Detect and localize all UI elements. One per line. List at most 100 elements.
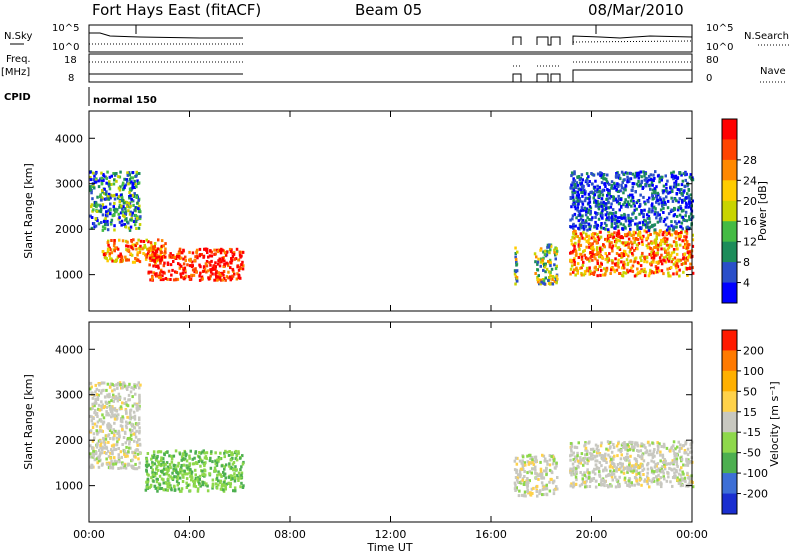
power-cell-0-277 bbox=[121, 181, 125, 185]
velocity-cell-3-355 bbox=[675, 463, 679, 467]
power-cell-6-401 bbox=[624, 184, 628, 188]
x-tick-label-5: 20:00 bbox=[576, 528, 608, 541]
velocity-cell-3-124 bbox=[598, 452, 602, 455]
power-cell-5-251 bbox=[593, 270, 596, 274]
velocity-cell-2-179 bbox=[526, 483, 529, 487]
velocity-cell-0-241 bbox=[98, 452, 102, 456]
velocity-cell-3-230 bbox=[595, 459, 599, 463]
velocity-cell-3-547 bbox=[631, 444, 634, 448]
power-cell-6-585 bbox=[604, 213, 608, 217]
velocity-cell-2-78 bbox=[539, 460, 542, 464]
power-cell-5-216 bbox=[578, 237, 581, 240]
power-cell-6-486 bbox=[652, 173, 655, 177]
power-cell-6-188 bbox=[684, 205, 688, 209]
velocity-cell-3-568 bbox=[588, 456, 591, 460]
power-cell-6-538 bbox=[665, 195, 668, 199]
velocity-cell-3-214 bbox=[678, 468, 682, 472]
velocity-cell-2-118 bbox=[538, 472, 542, 476]
power-cell-2-94 bbox=[149, 259, 152, 262]
velocity-cell-3-614 bbox=[599, 444, 603, 448]
velocity-cell-3-603 bbox=[571, 453, 574, 457]
power-cell-2-186 bbox=[205, 260, 209, 263]
velocity-cell-0-310 bbox=[107, 461, 111, 465]
velocity-cell-0-188 bbox=[132, 466, 135, 470]
velocity-cell-0-372 bbox=[99, 443, 102, 447]
power-cell-2-46 bbox=[209, 268, 212, 272]
velocity-cell-2-93 bbox=[514, 456, 518, 460]
power-cell-2-269 bbox=[226, 250, 229, 254]
velocity-cell-2-141 bbox=[543, 459, 546, 463]
power-cell-0-68 bbox=[118, 188, 122, 192]
power-cell-6-433 bbox=[658, 180, 661, 184]
power-cell-6-17 bbox=[651, 206, 654, 210]
velocity-cell-2-64 bbox=[526, 485, 529, 489]
velocity-cell-3-397 bbox=[676, 445, 679, 449]
velocity-cell-0-318 bbox=[125, 386, 128, 390]
power-cell-3-16 bbox=[514, 270, 518, 274]
velocity-cell-0-151 bbox=[109, 451, 112, 455]
velocity-cell-3-198 bbox=[647, 477, 650, 481]
power-cell-5-68 bbox=[574, 241, 577, 245]
power-cell-2-282 bbox=[202, 265, 206, 269]
power-cell-5-376 bbox=[610, 259, 614, 263]
power-cell-6-537 bbox=[643, 218, 646, 222]
power-cell-2-286 bbox=[221, 278, 224, 282]
power-cell-5-246 bbox=[577, 243, 581, 247]
power-cell-5-505 bbox=[678, 237, 681, 241]
power-cell-0-53 bbox=[108, 175, 112, 179]
velocity-cell-3-459 bbox=[585, 479, 588, 483]
power-cell-5-493 bbox=[598, 247, 602, 250]
power-cell-5-446 bbox=[569, 259, 573, 263]
power-cell-0-249 bbox=[105, 210, 108, 214]
velocity-cell-1-305 bbox=[232, 461, 236, 464]
velocity-cell-1-303 bbox=[219, 487, 223, 491]
velocity-cell-0-203 bbox=[104, 437, 108, 441]
velocity-cell-0-365 bbox=[123, 464, 126, 468]
power-cell-5-555 bbox=[657, 269, 661, 273]
velocity-cell-0-220 bbox=[100, 391, 103, 395]
velocity-cell-3-392 bbox=[572, 458, 575, 462]
power-cell-4-29 bbox=[534, 272, 537, 275]
velocity-cell-1-251 bbox=[214, 462, 217, 466]
velocity-cell-2-184 bbox=[543, 487, 546, 491]
power-cell-6-637 bbox=[575, 194, 579, 198]
colorbar-tick-label-4: 20 bbox=[743, 195, 757, 208]
velocity-cell-0-322 bbox=[105, 434, 108, 438]
power-cell-5-454 bbox=[682, 262, 685, 266]
velocity-cell-0-329 bbox=[117, 413, 120, 417]
power-cell-5-327 bbox=[664, 249, 668, 253]
power-cell-2-315 bbox=[169, 263, 173, 267]
velocity-cell-0-435 bbox=[118, 381, 122, 385]
power-cell-5-198 bbox=[675, 252, 679, 256]
power-cell-6-773 bbox=[673, 183, 676, 187]
velocity-cell-1-376 bbox=[217, 483, 220, 487]
velocity-cell-3-557 bbox=[669, 449, 672, 453]
power-cell-6-40 bbox=[672, 177, 675, 181]
y-tick-label-2: 3000 bbox=[55, 389, 83, 402]
velocity-cell-3-167 bbox=[672, 449, 675, 453]
power-cell-5-230 bbox=[677, 232, 681, 235]
velocity-cell-3-415 bbox=[610, 457, 613, 461]
power-cell-0-258 bbox=[115, 172, 118, 175]
power-cell-2-288 bbox=[150, 277, 154, 281]
velocity-cell-0-182 bbox=[138, 404, 141, 408]
power-cell-0-311 bbox=[127, 182, 130, 186]
velocity-cell-3-9 bbox=[657, 477, 661, 481]
velocity-cell-3-304 bbox=[592, 449, 596, 453]
velocity-cell-2-106 bbox=[531, 458, 534, 462]
velocity-cell-2-155 bbox=[534, 460, 537, 464]
power-cell-6-644 bbox=[603, 182, 607, 186]
velocity-cell-1-322 bbox=[234, 449, 238, 453]
velocity-cell-1-441 bbox=[182, 453, 185, 457]
velocity-cell-0-22 bbox=[129, 430, 133, 434]
power-cell-6-159 bbox=[654, 210, 657, 214]
velocity-cell-1-335 bbox=[152, 475, 155, 479]
power-cell-5-369 bbox=[664, 230, 667, 234]
power-cell-0-114 bbox=[135, 196, 138, 199]
power-cell-5-605 bbox=[679, 231, 683, 234]
power-cell-0-197 bbox=[113, 228, 116, 232]
velocity-cell-1-436 bbox=[150, 476, 153, 480]
power-cell-2-92 bbox=[200, 275, 204, 279]
velocity-cell-0-115 bbox=[134, 462, 137, 466]
velocity-cell-0-255 bbox=[115, 397, 118, 400]
